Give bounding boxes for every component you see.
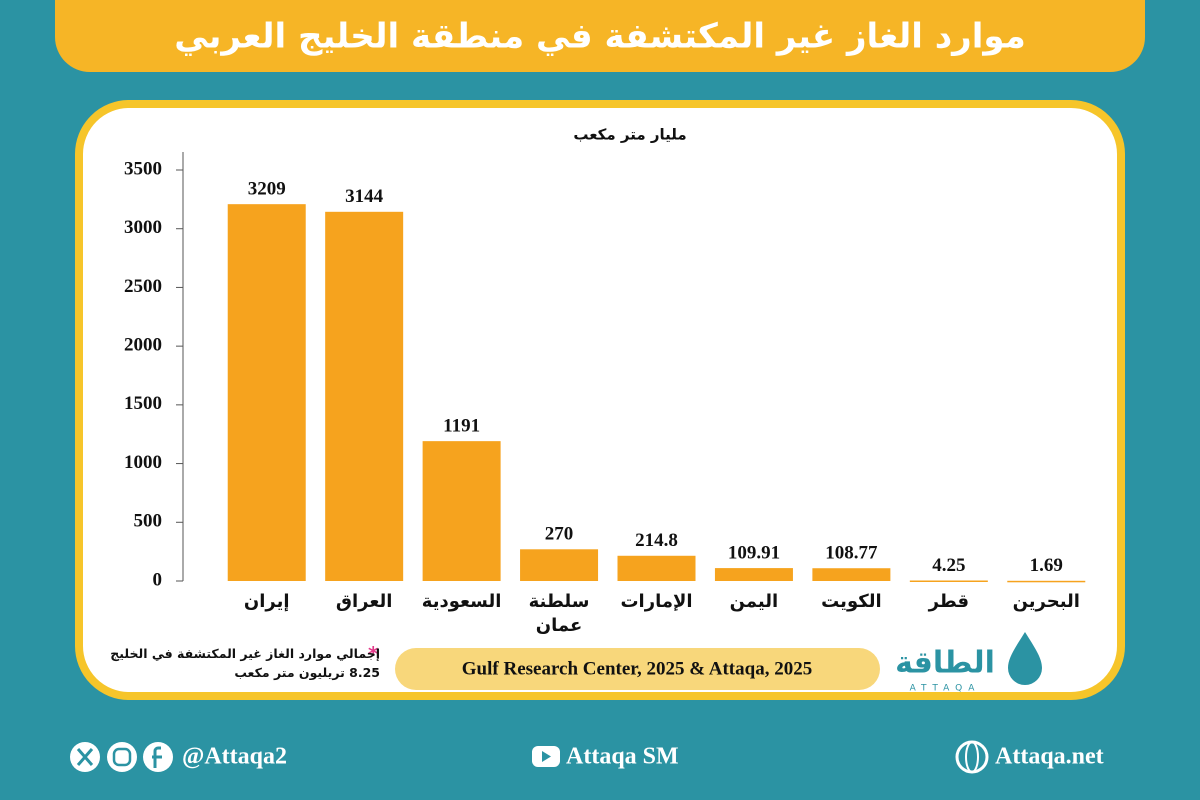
logo-drop	[1008, 632, 1042, 685]
y-tick-label: 1000	[124, 452, 162, 473]
y-tick-label: 3000	[124, 217, 162, 238]
x-tick-label: البحرين	[1012, 591, 1080, 612]
y-tick-label: 500	[134, 511, 163, 532]
note: إجمالي موارد الغاز غير المكتشفة في الخلي…	[110, 646, 380, 680]
footer-website: Attaqa.net	[995, 744, 1104, 770]
x-tick-label: قطر	[928, 591, 970, 612]
x-tick-label: الإمارات	[620, 591, 693, 612]
y-tick-label: 2500	[124, 276, 162, 297]
bar	[812, 568, 891, 581]
social-icons	[70, 740, 989, 774]
x-tick-label: السعودية	[421, 591, 502, 612]
chart-title: موارد الغاز غير المكتشفة في منطقة الخليج…	[174, 17, 1026, 57]
bar	[617, 555, 696, 581]
logo-latin: ATTAQA	[910, 684, 981, 694]
globe-icon	[955, 740, 989, 774]
value-label: 270	[545, 524, 574, 545]
bar	[227, 204, 306, 582]
facebook-glyph	[152, 746, 162, 768]
value-label: 3209	[248, 179, 286, 200]
y-tick-label: 3500	[124, 158, 162, 179]
instagram-icon	[107, 742, 137, 772]
value-label: 1.69	[1030, 555, 1063, 576]
youtube-glyph	[542, 751, 551, 762]
y-axis-label: مليار متر مكعب	[573, 126, 686, 144]
x-tick-label: اليمن	[729, 591, 779, 612]
source: Gulf Research Center, 2025 & Attaqa, 202…	[462, 658, 812, 679]
logo-arabic: الطاقة	[895, 646, 995, 681]
bar	[422, 441, 501, 581]
note-marker: *	[368, 642, 379, 666]
title-banner	[55, 0, 1145, 72]
x-tick-label: إيران	[243, 591, 290, 612]
x-glyph	[76, 748, 94, 766]
bar	[714, 568, 793, 581]
instagram-glyph	[112, 747, 132, 767]
y-tick-label: 0	[153, 569, 163, 590]
x-tick-label: سلطنة عمان	[528, 591, 590, 636]
value-label: 4.25	[932, 555, 965, 576]
footer-social: @Attaqa2	[182, 744, 287, 770]
bar	[909, 580, 988, 583]
bar	[520, 549, 599, 581]
x-tick-label: الكويت	[821, 591, 882, 612]
globe-glyph	[965, 741, 979, 773]
y-tick-label: 1500	[124, 393, 162, 414]
value-label: 3144	[345, 186, 384, 207]
value-label: 109.91	[728, 542, 780, 563]
y-tick-label: 2000	[124, 335, 162, 356]
x-tick-label: العراق	[335, 591, 393, 612]
value-label: 214.8	[635, 530, 678, 551]
footer-youtube: Attaqa SM	[566, 744, 679, 770]
source-pill	[395, 648, 880, 690]
value-label: 1191	[443, 416, 480, 437]
value-label: 108.77	[825, 543, 878, 564]
bar	[325, 211, 404, 581]
bar	[1007, 580, 1086, 583]
